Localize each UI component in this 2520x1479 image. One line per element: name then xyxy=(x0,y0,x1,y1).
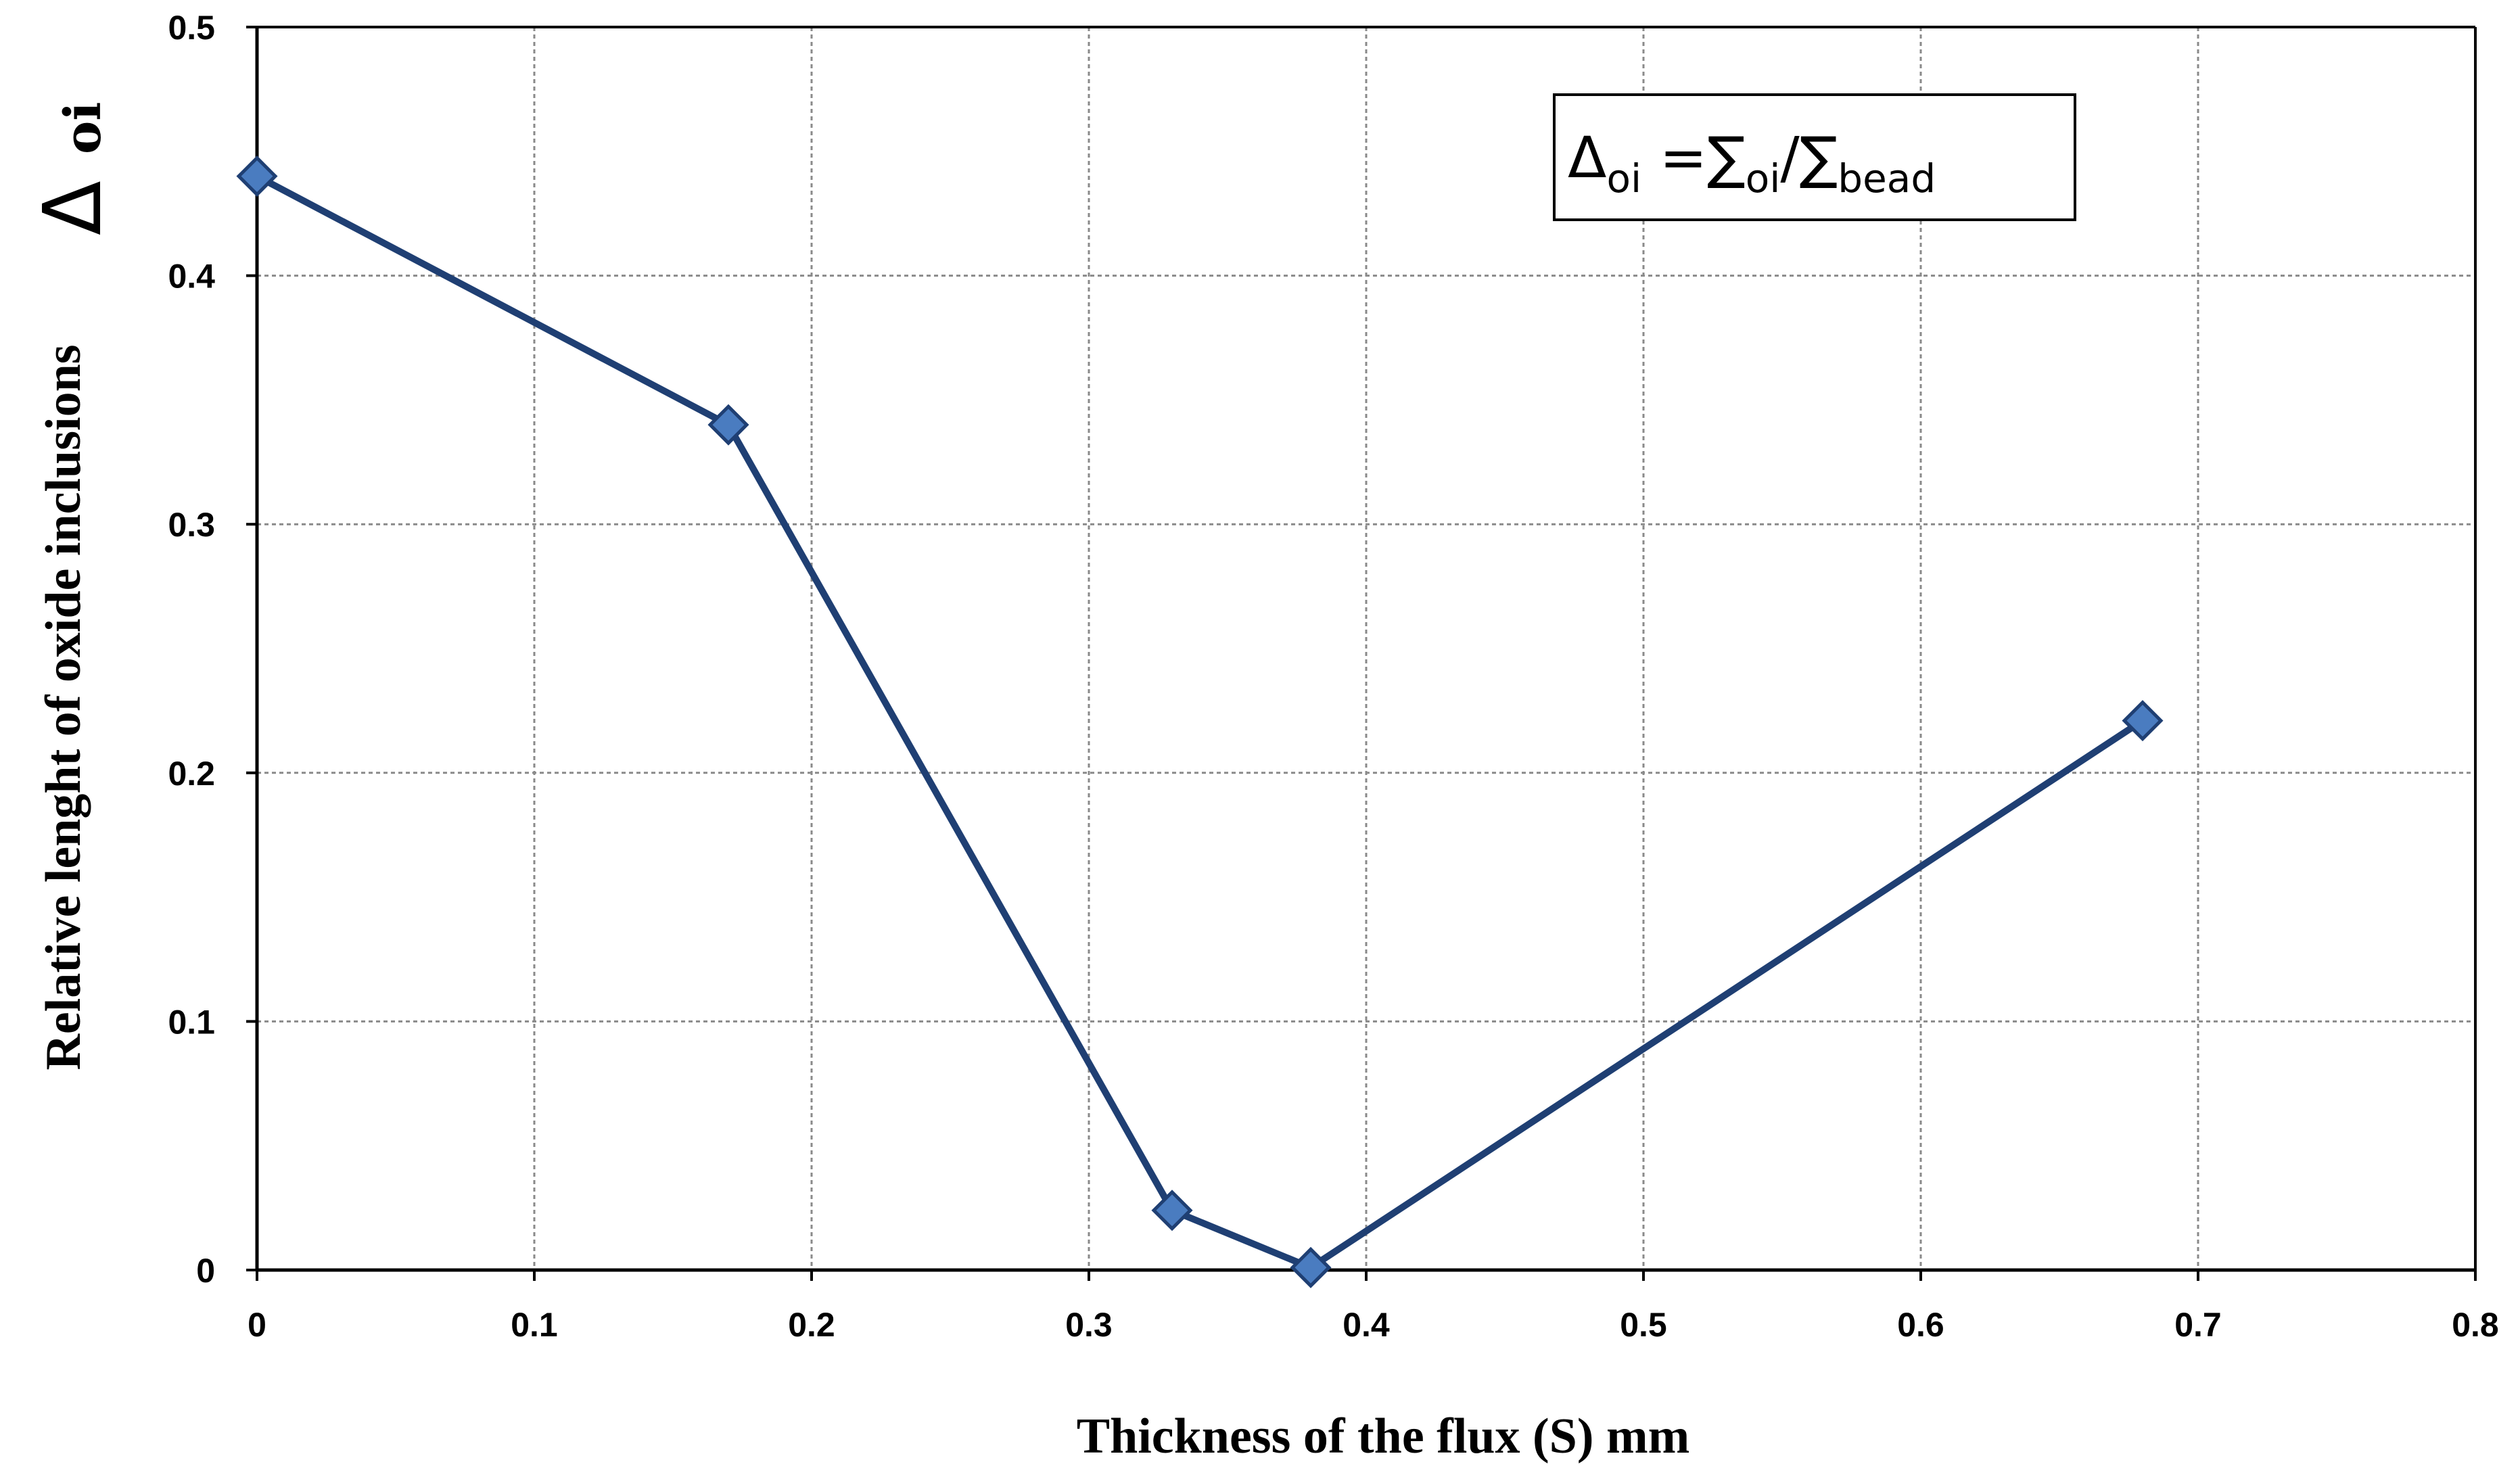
formula-subscript: oi xyxy=(1746,156,1781,202)
data-point-marker xyxy=(1151,1190,1193,1231)
y-axis-title: Relative lenght of oxide inclusions Δ oi xyxy=(26,102,119,1071)
x-tick-label: 0 xyxy=(248,1306,266,1344)
data-point-marker xyxy=(1290,1246,1332,1288)
formula-subscript: bead xyxy=(1838,156,1936,202)
data-point-marker xyxy=(707,404,749,446)
y-tick-label: 0.3 xyxy=(168,506,215,544)
x-tick-label: 0.6 xyxy=(1897,1306,1944,1344)
y-axis-symbol-subscript: oi xyxy=(54,102,112,154)
formula-symbol: /∑ xyxy=(1780,124,1838,191)
tick-labels: 0 0.1 0.2 0.3 0.4 0.5 0.6 0.7 0.8 0 0.1 0.2 0.3 0.4 0.… xyxy=(168,9,2498,1344)
y-axis-title-text: Relative lenght of oxide inclusions xyxy=(36,344,91,1070)
formula-text: Δoi =∑oi/∑bead xyxy=(1568,124,1936,202)
data-point-marker xyxy=(236,156,278,197)
y-tick-label: 0.5 xyxy=(168,9,215,47)
y-tick-label: 0.4 xyxy=(168,258,215,296)
x-tick-label: 0.7 xyxy=(2174,1306,2222,1344)
x-tick-label: 0.1 xyxy=(511,1306,558,1344)
x-axis-title: Thickness of the flux (S) mm xyxy=(1077,1409,1690,1464)
axes xyxy=(246,26,2477,1281)
formula-annotation: Δoi =∑oi/∑bead xyxy=(1553,93,2076,221)
y-tick-label: 0.2 xyxy=(168,755,215,793)
data-point-marker xyxy=(2122,700,2164,742)
y-axis-delta-symbol: Δ xyxy=(26,181,119,235)
x-tick-label: 0.4 xyxy=(1343,1306,1390,1344)
formula-box xyxy=(1553,93,2076,221)
formula-subscript: oi xyxy=(1606,156,1641,202)
axis-titles: Thickness of the flux (S) mm Relative le… xyxy=(26,102,1689,1464)
data-series xyxy=(236,156,2164,1288)
x-tick-label: 0.5 xyxy=(1620,1306,1667,1344)
formula-symbol: =∑ xyxy=(1641,124,1746,191)
formula-symbol: Δ xyxy=(1568,124,1606,191)
x-tick-label: 0.2 xyxy=(788,1306,835,1344)
y-tick-label: 0.1 xyxy=(168,1003,215,1041)
y-tick-label: 0 xyxy=(196,1252,215,1290)
x-tick-label: 0.8 xyxy=(2452,1306,2499,1344)
x-tick-label: 0.3 xyxy=(1065,1306,1113,1344)
